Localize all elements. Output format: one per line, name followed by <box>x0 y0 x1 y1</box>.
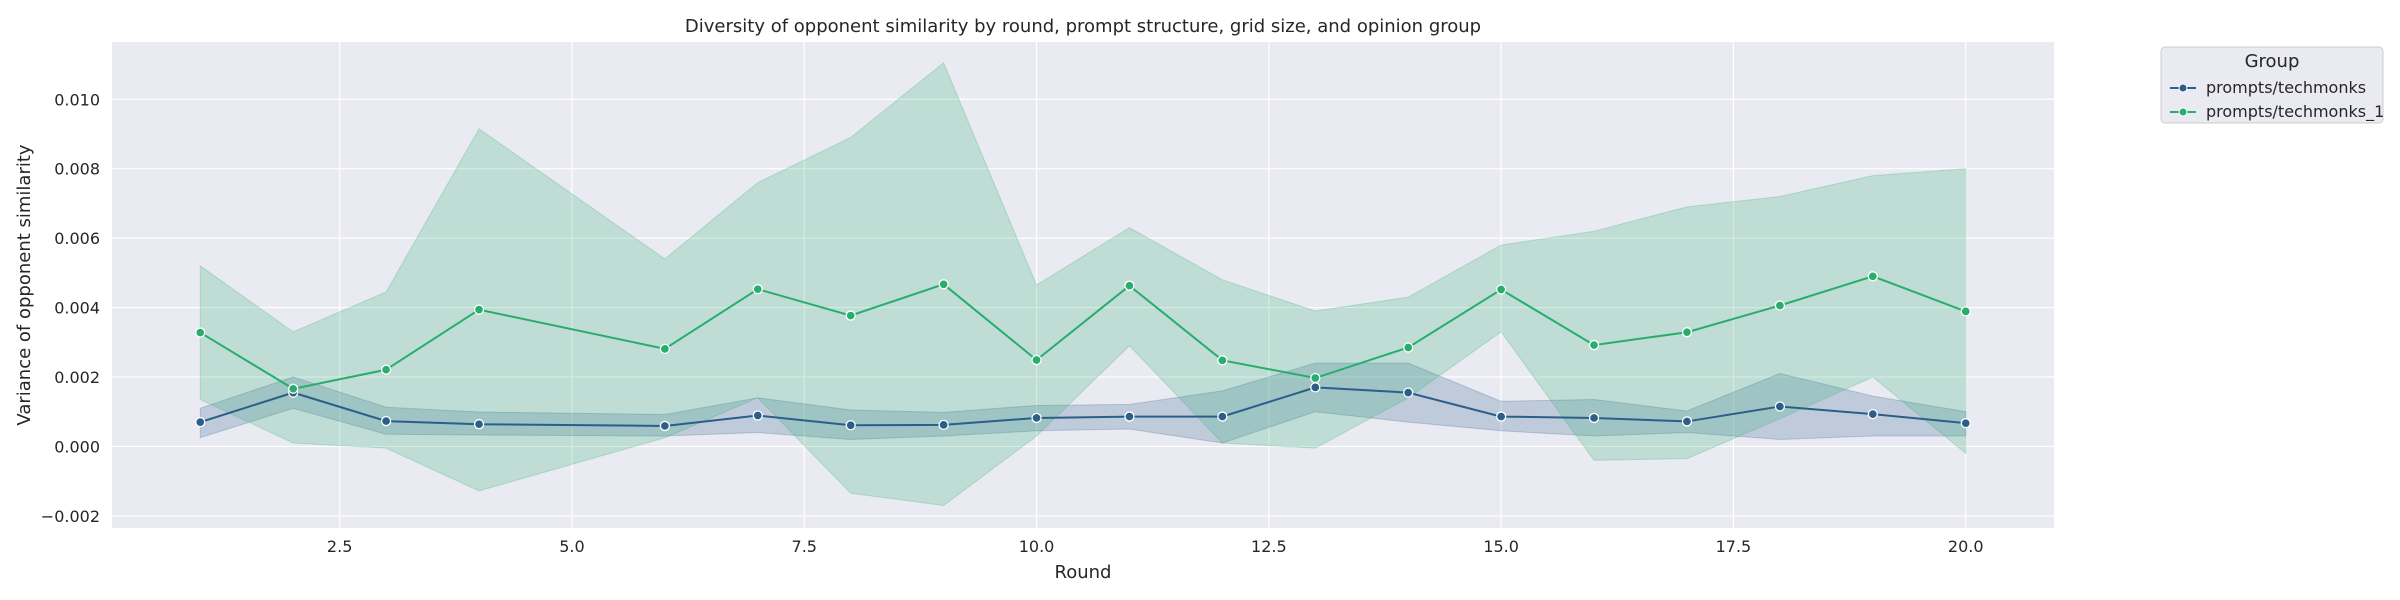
data-point-series-2 <box>845 310 856 321</box>
data-point-series-1 <box>1867 408 1878 420</box>
data-point-series-1 <box>195 416 206 428</box>
data-point-series-2 <box>195 327 206 338</box>
data-point-series-1 <box>1403 387 1414 398</box>
y-tick-label: 0.008 <box>54 160 100 179</box>
x-tick-label: 5.0 <box>559 537 584 556</box>
data-point-series-2 <box>1588 339 1600 351</box>
x-tick-label: 2.5 <box>327 537 352 556</box>
y-tick-label: 0.006 <box>54 229 100 248</box>
data-point-series-2 <box>473 304 485 315</box>
y-tick-label: 0.000 <box>54 437 100 456</box>
x-tick-label: 15.0 <box>1483 537 1519 556</box>
data-point-series-2 <box>1403 342 1414 353</box>
data-point-series-1 <box>473 419 485 430</box>
gridlines <box>112 42 2054 528</box>
data-point-series-2 <box>1124 280 1135 291</box>
data-point-series-1 <box>659 420 671 432</box>
data-point-series-1 <box>752 410 763 421</box>
y-tick-label: 0.004 <box>54 299 100 318</box>
data-point-series-2 <box>1495 284 1507 295</box>
confidence-bands <box>199 62 1967 506</box>
x-axis-label: Round <box>1055 562 1112 583</box>
data-point-series-2 <box>659 343 671 355</box>
y-axis-label: Variance of opponent similarity <box>14 144 35 426</box>
data-point-series-1 <box>1681 416 1693 427</box>
data-point-series-1 <box>1310 382 1321 393</box>
legend-marker-series-1 <box>2178 83 2188 93</box>
y-tick-label: −0.002 <box>41 507 100 526</box>
data-point-series-2 <box>1867 271 1878 282</box>
data-point-series-1 <box>1124 411 1135 422</box>
data-point-series-1 <box>1588 412 1600 424</box>
data-point-series-1 <box>938 419 949 431</box>
data-point-series-1 <box>1960 418 1971 429</box>
data-point-series-2 <box>1217 355 1228 366</box>
data-point-series-1 <box>845 420 856 431</box>
data-point-series-2 <box>1681 327 1693 338</box>
legend-title: Group <box>2245 51 2300 72</box>
data-point-series-1 <box>1031 412 1042 424</box>
data-point-series-2 <box>1960 306 1971 317</box>
data-point-series-2 <box>752 284 763 295</box>
x-tick-label: 17.5 <box>1716 537 1752 556</box>
data-point-series-2 <box>380 364 392 375</box>
y-tick-labels: −0.002 0.000 0.002 0.004 0.006 0.008 0.010 <box>41 90 100 526</box>
y-tick-label: 0.002 <box>54 368 100 387</box>
legend-label-series-2: prompts/techmonks_1 <box>2206 102 2384 122</box>
confidence-band-series-2 <box>199 62 1967 506</box>
data-point-series-1 <box>1774 401 1786 412</box>
data-point-series-2 <box>288 383 299 394</box>
series-markers <box>195 271 1971 432</box>
legend-marker-series-2 <box>2178 107 2188 117</box>
chart-title: Diversity of opponent similarity by roun… <box>685 16 1481 37</box>
x-tick-label: 10.0 <box>1019 537 1055 556</box>
x-tick-label: 12.5 <box>1251 537 1287 556</box>
legend-items: prompts/techmonks prompts/techmonks_1 <box>2170 78 2384 122</box>
legend-label-series-1: prompts/techmonks <box>2206 78 2366 97</box>
data-point-series-2 <box>1774 300 1786 311</box>
data-point-series-1 <box>1217 411 1228 422</box>
x-tick-label: 20.0 <box>1948 537 1984 556</box>
x-tick-labels: 2.5 5.0 7.5 10.0 12.5 15.0 17.5 20.0 <box>327 537 1984 556</box>
data-point-series-2 <box>1031 354 1042 366</box>
legend: Group prompts/techmonksprompts/techmonks… <box>2160 46 2384 124</box>
data-point-series-2 <box>938 279 949 290</box>
data-point-series-2 <box>1310 372 1321 384</box>
legend-frame <box>2160 46 2384 124</box>
data-point-series-1 <box>1495 411 1507 422</box>
data-point-series-1 <box>380 415 392 427</box>
x-tick-label: 7.5 <box>792 537 817 556</box>
confidence-band-series-1 <box>199 362 1967 444</box>
y-tick-label: 0.010 <box>54 90 100 109</box>
